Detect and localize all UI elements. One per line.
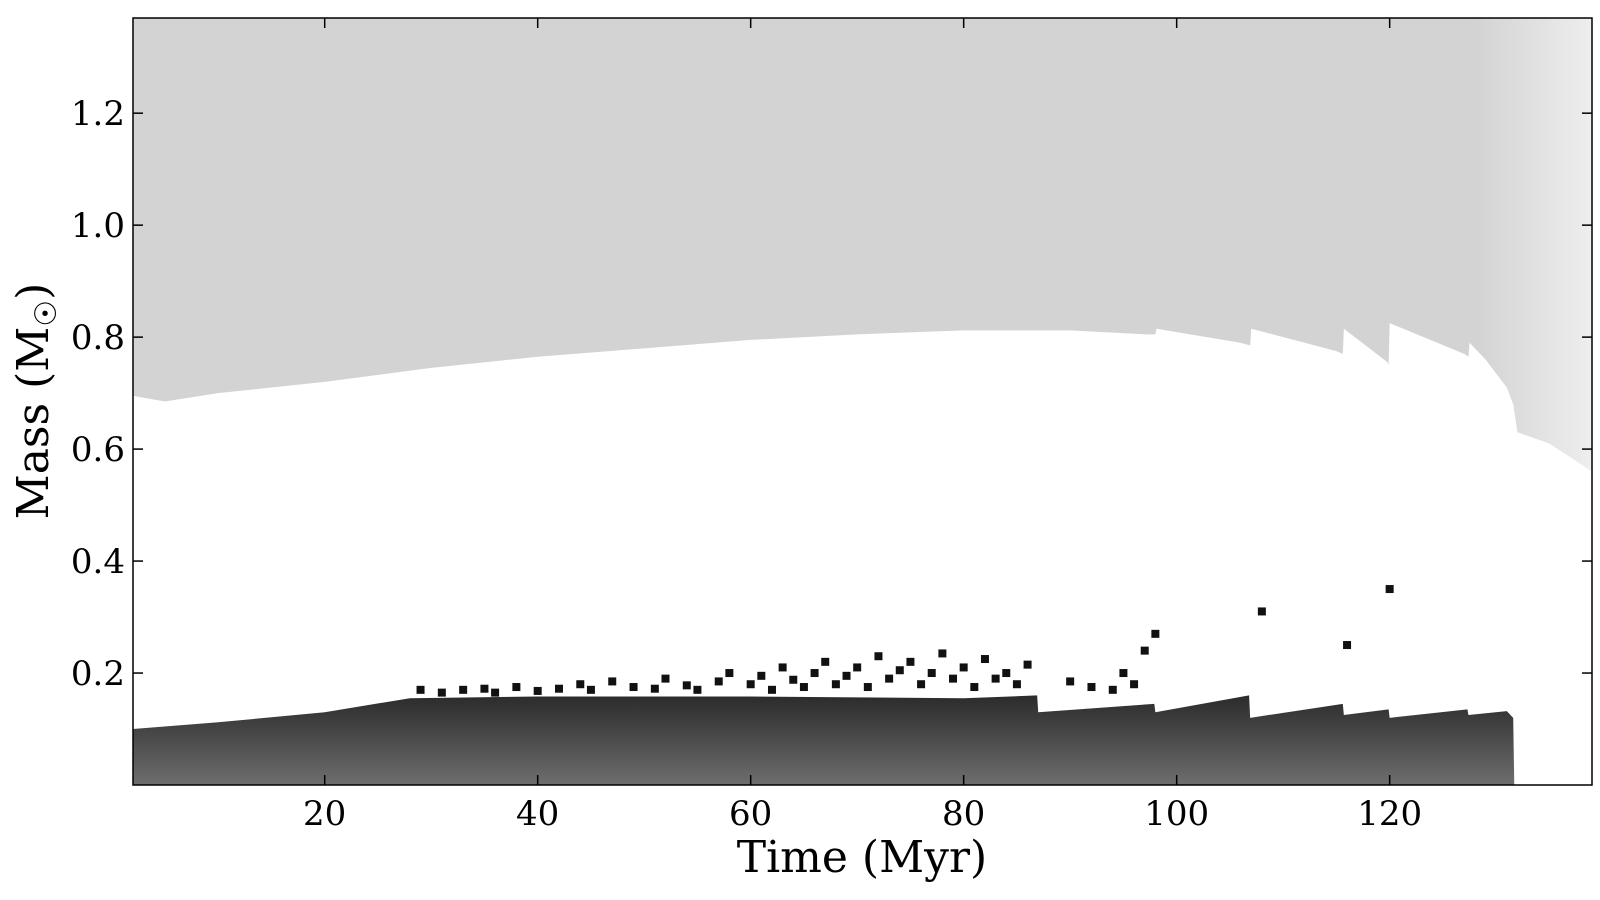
speckle-mark bbox=[1108, 685, 1117, 694]
speckle-mark bbox=[1002, 669, 1011, 678]
speckle-mark bbox=[959, 663, 968, 672]
speckle-mark bbox=[853, 663, 862, 672]
speckle-mark bbox=[714, 677, 723, 686]
speckle-mark bbox=[661, 674, 670, 683]
speckle-mark bbox=[1119, 669, 1128, 678]
speckle-mark bbox=[917, 680, 926, 689]
y-axis-label-close: ) bbox=[8, 283, 59, 300]
speckle-mark bbox=[1066, 677, 1075, 686]
speckle-mark bbox=[586, 685, 595, 694]
y-tick-label: 0.4 bbox=[71, 542, 125, 582]
speckle-mark bbox=[576, 680, 585, 689]
speckle-mark bbox=[693, 685, 702, 694]
y-axis-ticks: 0.2 0.4 0.6 0.8 1.0 1.2 bbox=[71, 94, 1592, 694]
speckle-mark bbox=[629, 683, 638, 692]
speckle-mark bbox=[885, 674, 894, 683]
speckle-mark bbox=[650, 684, 659, 693]
speckle-mark bbox=[682, 681, 691, 690]
speckle-mark bbox=[1385, 585, 1394, 594]
x-tick-label: 20 bbox=[303, 794, 346, 834]
x-tick-label: 80 bbox=[942, 794, 985, 834]
speckle-mark bbox=[1343, 641, 1352, 650]
speckle-mark bbox=[533, 686, 542, 695]
speckle-mark bbox=[1087, 683, 1096, 692]
speckle-mark bbox=[949, 674, 958, 683]
speckle-mark bbox=[437, 688, 446, 697]
speckle-mark bbox=[831, 680, 840, 689]
speckle-mark bbox=[906, 657, 915, 666]
speckle-mark bbox=[810, 669, 819, 678]
x-axis-ticks: 20 40 60 80 100 120 bbox=[303, 18, 1422, 834]
speckle-mark bbox=[608, 677, 617, 686]
speckle-mark bbox=[874, 652, 883, 661]
envelope-region bbox=[133, 18, 1592, 472]
speckle-mark bbox=[1257, 607, 1266, 616]
y-tick-label: 0.2 bbox=[71, 654, 125, 694]
speckle-mark bbox=[757, 671, 766, 680]
speckle-mark bbox=[767, 685, 776, 694]
speckle-mark bbox=[554, 684, 563, 693]
speckle-mark bbox=[1023, 660, 1032, 669]
speckle-mark bbox=[416, 685, 425, 694]
speckle-mark bbox=[1151, 629, 1160, 638]
speckle-mark bbox=[799, 683, 808, 692]
speckle-mark bbox=[927, 669, 936, 678]
y-tick-label: 1.0 bbox=[71, 206, 125, 246]
x-axis-label: Time (Myr) bbox=[737, 832, 987, 883]
x-tick-label: 60 bbox=[729, 794, 772, 834]
x-tick-label: 40 bbox=[516, 794, 559, 834]
speckle-mark bbox=[778, 663, 787, 672]
y-tick-label: 1.2 bbox=[71, 94, 125, 134]
x-tick-label: 120 bbox=[1357, 794, 1422, 834]
x-tick-label: 100 bbox=[1144, 794, 1209, 834]
speckle-mark bbox=[1140, 646, 1149, 655]
speckle-mark bbox=[821, 657, 830, 666]
speckle-mark bbox=[938, 649, 947, 658]
y-tick-label: 0.8 bbox=[71, 318, 125, 358]
speckle-mark bbox=[842, 671, 851, 680]
speckle-mark bbox=[480, 684, 489, 693]
speckle-mark bbox=[1130, 680, 1139, 689]
core-region bbox=[133, 695, 1515, 785]
speckle-mark bbox=[512, 683, 521, 692]
speckle-mark bbox=[1012, 680, 1021, 689]
y-axis-label-sun-symbol: ☉ bbox=[29, 300, 64, 327]
speckle-mark bbox=[895, 666, 904, 675]
speckle-mark bbox=[459, 685, 468, 694]
speckle-mark bbox=[863, 683, 872, 692]
speckle-mark bbox=[970, 683, 979, 692]
speckle-mark bbox=[991, 674, 1000, 683]
speckle-mark bbox=[725, 669, 734, 678]
speckle-layer bbox=[416, 585, 1394, 697]
y-axis-label: Mass (M☉) bbox=[8, 283, 64, 520]
y-axis-label-main: Mass (M bbox=[8, 327, 59, 520]
speckle-mark bbox=[746, 680, 755, 689]
speckle-mark bbox=[491, 688, 500, 697]
y-tick-label: 0.6 bbox=[71, 430, 125, 470]
plot-frame bbox=[132, 17, 1593, 786]
speckle-mark bbox=[789, 675, 798, 684]
speckle-mark bbox=[980, 655, 989, 664]
